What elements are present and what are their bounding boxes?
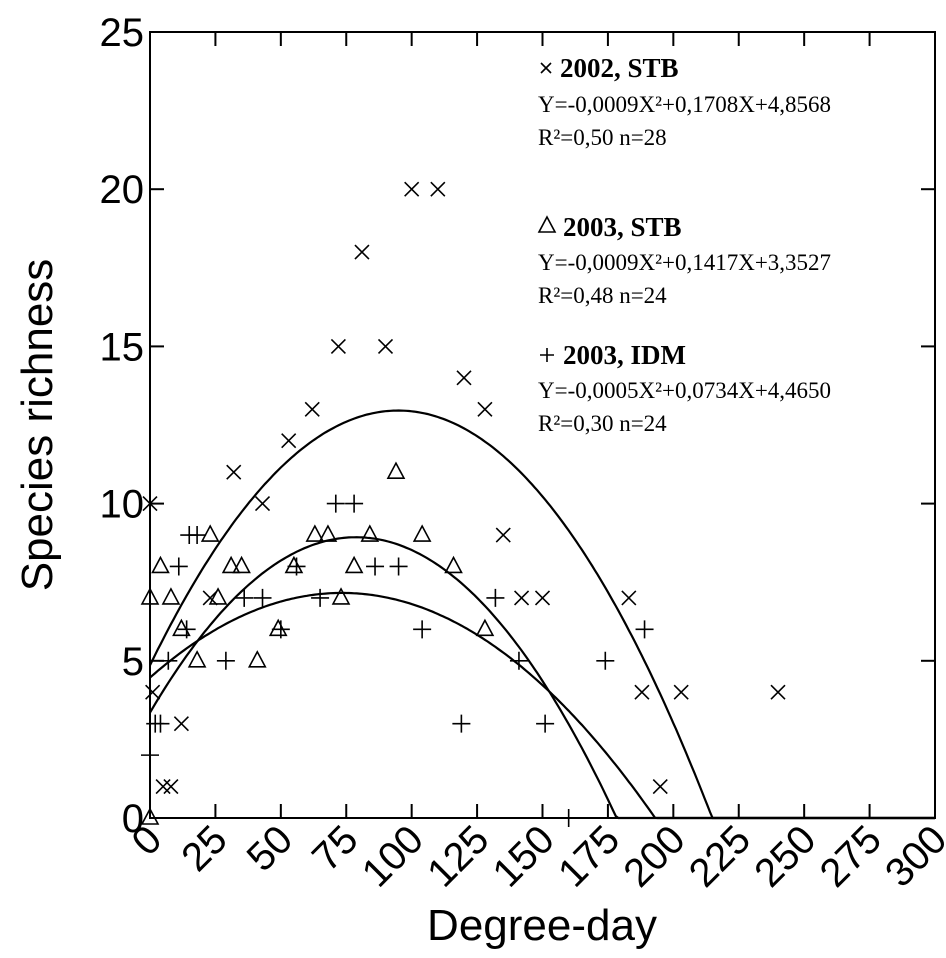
data-point-x	[355, 245, 369, 259]
data-point-x	[622, 591, 636, 605]
y-tick-label: 15	[100, 325, 145, 369]
legend-marker-triangle	[539, 217, 555, 232]
legend-entry-2003-stb: 2003, STB Y=-0,0009X²+0,1417X+3,3527 R²=…	[538, 212, 831, 308]
data-point-plus	[345, 495, 363, 513]
data-point-plus	[596, 652, 614, 670]
data-point-x	[457, 371, 471, 385]
x-tick-label: 275	[812, 817, 890, 895]
x-tick-label: 250	[746, 817, 824, 895]
data-point-plus	[151, 715, 169, 733]
data-point-triangle	[477, 620, 493, 635]
data-point-x	[515, 591, 529, 605]
data-point-x	[305, 402, 319, 416]
data-point-plus	[170, 557, 188, 575]
x-tick-label: 100	[354, 817, 432, 895]
y-tick-label: 0	[122, 797, 144, 841]
data-point-plus	[486, 589, 504, 607]
x-tick-label: 200	[615, 817, 693, 895]
data-point-x	[156, 780, 170, 794]
data-points	[141, 182, 785, 827]
data-point-triangle	[163, 589, 179, 604]
x-axis-title: Degree-day	[427, 901, 657, 950]
data-point-triangle	[249, 652, 265, 667]
data-point-x	[146, 685, 160, 699]
data-point-x	[674, 685, 688, 699]
data-point-triangle	[152, 557, 168, 572]
fit-curves	[150, 411, 935, 819]
data-point-x	[478, 402, 492, 416]
legend-stats: R²=0,50 n=28	[538, 125, 667, 150]
legend-marker-plus	[540, 348, 554, 362]
x-tick-label: 175	[550, 817, 628, 895]
data-point-x	[379, 339, 393, 353]
data-point-plus	[366, 557, 384, 575]
data-point-x	[282, 434, 296, 448]
data-point-x	[771, 685, 785, 699]
data-point-x	[405, 182, 419, 196]
legend-title: 2002, STB	[560, 53, 679, 83]
legend: 2002, STB Y=-0,0009X²+0,1708X+4,8568 R²=…	[538, 53, 831, 436]
legend-stats: R²=0,30 n=24	[538, 411, 667, 436]
data-point-x	[174, 717, 188, 731]
data-point-plus	[413, 620, 431, 638]
data-point-triangle	[446, 557, 462, 572]
data-point-x	[227, 465, 241, 479]
x-tick-label: 25	[173, 817, 236, 880]
data-point-x	[635, 685, 649, 699]
data-point-plus	[141, 746, 159, 764]
fit-curve	[150, 411, 935, 819]
y-axis-title: Species richness	[13, 259, 62, 592]
x-tick-label: 75	[304, 817, 367, 880]
data-point-x	[653, 780, 667, 794]
legend-title: 2003, IDM	[563, 340, 686, 370]
data-point-x	[331, 339, 345, 353]
data-point-plus	[311, 589, 329, 607]
data-point-x	[496, 528, 510, 542]
data-point-triangle	[202, 526, 218, 541]
fit-curve	[150, 593, 935, 818]
y-tick-label: 5	[122, 640, 144, 684]
data-point-triangle	[189, 652, 205, 667]
legend-entry-2003-idm: 2003, IDM Y=-0,0005X²+0,0734X+4,4650 R²=…	[538, 340, 831, 436]
data-point-plus	[536, 715, 554, 733]
data-point-plus	[217, 652, 235, 670]
data-point-x	[536, 591, 550, 605]
legend-equation: Y=-0,0009X²+0,1417X+3,3527	[538, 250, 831, 275]
legend-marker-x	[541, 63, 551, 73]
legend-stats: R²=0,48 n=24	[538, 283, 667, 308]
y-tick-label: 10	[100, 483, 145, 527]
x-tick-label: 300	[877, 817, 946, 895]
data-point-plus	[560, 809, 578, 827]
legend-equation: Y=-0,0009X²+0,1708X+4,8568	[538, 92, 831, 117]
data-point-triangle	[414, 526, 430, 541]
data-point-triangle	[388, 463, 404, 478]
fit-curve	[150, 537, 935, 818]
y-tick-label: 25	[100, 11, 145, 55]
data-point-x	[164, 780, 178, 794]
legend-equation: Y=-0,0005X²+0,0734X+4,4650	[538, 378, 831, 403]
data-point-triangle	[286, 557, 302, 572]
data-point-triangle	[333, 589, 349, 604]
data-point-plus	[390, 557, 408, 575]
x-tick-label: 225	[681, 817, 759, 895]
data-point-x	[431, 182, 445, 196]
y-tick-label: 20	[100, 168, 145, 212]
data-point-plus	[235, 589, 253, 607]
x-tick-label: 50	[239, 817, 302, 880]
data-point-plus	[636, 620, 654, 638]
x-tick-label: 125	[419, 817, 497, 895]
data-point-triangle	[346, 557, 362, 572]
data-point-x	[256, 497, 270, 511]
x-tick-label: 150	[485, 817, 563, 895]
legend-title: 2003, STB	[563, 212, 682, 242]
data-point-plus	[452, 715, 470, 733]
y-tick-labels: 0 5 10 15 20 25	[100, 11, 145, 841]
data-point-plus	[327, 495, 345, 513]
legend-entry-2002-stb: 2002, STB Y=-0,0009X²+0,1708X+4,8568 R²=…	[538, 53, 831, 150]
data-point-triangle	[270, 620, 286, 635]
